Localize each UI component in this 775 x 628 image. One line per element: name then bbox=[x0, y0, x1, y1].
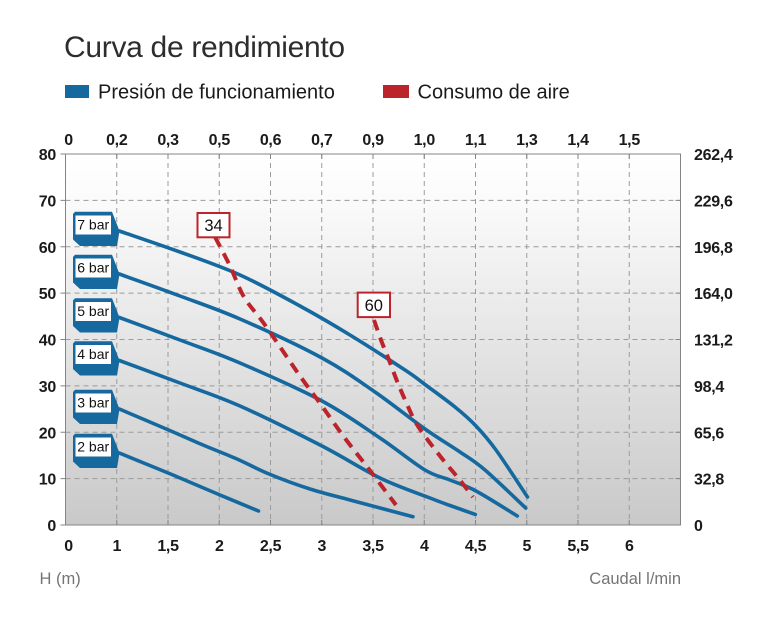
svg-text:60: 60 bbox=[39, 240, 57, 257]
svg-text:0,2: 0,2 bbox=[106, 132, 128, 149]
svg-text:Consumo de aire: Consumo de aire bbox=[418, 82, 570, 104]
svg-text:0,7: 0,7 bbox=[311, 132, 333, 149]
svg-text:34: 34 bbox=[204, 217, 222, 235]
svg-text:5 bar: 5 bar bbox=[77, 303, 109, 319]
svg-text:1: 1 bbox=[112, 538, 121, 555]
svg-text:3,5: 3,5 bbox=[362, 538, 384, 555]
svg-text:5: 5 bbox=[522, 538, 531, 555]
svg-text:2 bar: 2 bar bbox=[77, 439, 109, 455]
svg-text:3: 3 bbox=[317, 538, 326, 555]
svg-text:Curva de rendimiento: Curva de rendimiento bbox=[64, 31, 345, 64]
svg-text:0: 0 bbox=[694, 518, 703, 535]
svg-text:60: 60 bbox=[365, 297, 383, 315]
svg-text:196,8: 196,8 bbox=[694, 240, 733, 257]
svg-text:Presión de funcionamiento: Presión de funcionamiento bbox=[98, 82, 335, 104]
svg-text:262,4: 262,4 bbox=[694, 147, 733, 164]
svg-text:3 bar: 3 bar bbox=[77, 395, 109, 411]
svg-text:5,5: 5,5 bbox=[567, 538, 589, 555]
svg-text:98,4: 98,4 bbox=[694, 379, 724, 396]
svg-text:4 bar: 4 bar bbox=[77, 346, 109, 362]
svg-text:30: 30 bbox=[39, 379, 57, 396]
svg-text:0,5: 0,5 bbox=[209, 132, 231, 149]
svg-text:2,5: 2,5 bbox=[260, 538, 282, 555]
svg-text:6: 6 bbox=[625, 538, 634, 555]
svg-text:70: 70 bbox=[39, 193, 57, 210]
svg-text:40: 40 bbox=[39, 333, 57, 350]
svg-text:Caudal l/min: Caudal l/min bbox=[589, 570, 681, 588]
svg-text:2: 2 bbox=[215, 538, 224, 555]
svg-text:164,0: 164,0 bbox=[694, 286, 733, 303]
svg-text:0: 0 bbox=[64, 132, 73, 149]
svg-text:65,6: 65,6 bbox=[694, 425, 724, 442]
svg-text:80: 80 bbox=[39, 147, 57, 164]
svg-text:10: 10 bbox=[39, 472, 57, 489]
svg-text:0,9: 0,9 bbox=[362, 132, 384, 149]
svg-text:1,1: 1,1 bbox=[465, 132, 487, 149]
svg-text:0,3: 0,3 bbox=[157, 132, 179, 149]
svg-text:1,5: 1,5 bbox=[619, 132, 641, 149]
svg-text:1,3: 1,3 bbox=[516, 132, 538, 149]
svg-text:229,6: 229,6 bbox=[694, 193, 733, 210]
svg-text:0: 0 bbox=[47, 518, 56, 535]
svg-text:0: 0 bbox=[64, 538, 73, 555]
svg-text:4: 4 bbox=[420, 538, 429, 555]
svg-text:4,5: 4,5 bbox=[465, 538, 487, 555]
svg-text:7 bar: 7 bar bbox=[77, 217, 109, 233]
svg-text:131,2: 131,2 bbox=[694, 333, 733, 350]
svg-text:50: 50 bbox=[39, 286, 57, 303]
svg-text:0,6: 0,6 bbox=[260, 132, 282, 149]
svg-text:1,4: 1,4 bbox=[567, 132, 589, 149]
svg-text:1,0: 1,0 bbox=[414, 132, 436, 149]
svg-text:6 bar: 6 bar bbox=[77, 260, 109, 276]
svg-text:32,8: 32,8 bbox=[694, 472, 724, 489]
svg-text:1,5: 1,5 bbox=[157, 538, 179, 555]
svg-text:H (m): H (m) bbox=[40, 570, 81, 588]
svg-text:20: 20 bbox=[39, 425, 57, 442]
